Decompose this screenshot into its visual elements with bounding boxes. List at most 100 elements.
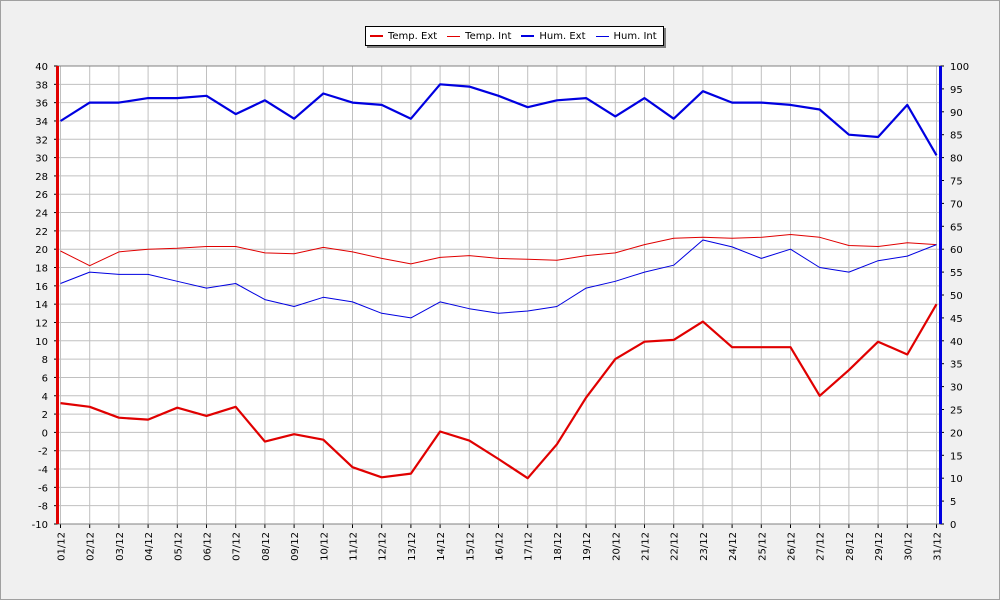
- y-left-tick-label: 26: [35, 190, 48, 201]
- x-tick-label: 05/12: [173, 532, 184, 561]
- legend-label: Temp. Ext: [388, 30, 438, 42]
- y-left-tick-label: 12: [35, 318, 48, 329]
- y-right-tick-label: 60: [950, 245, 963, 256]
- legend-item: Temp. Int: [447, 31, 511, 42]
- x-tick-label: 20/12: [611, 532, 622, 561]
- x-tick-label: 30/12: [903, 532, 914, 561]
- x-tick-label: 04/12: [144, 532, 155, 561]
- legend-item: Temp. Ext: [370, 31, 437, 42]
- x-tick-label: 07/12: [232, 532, 243, 561]
- y-left-tick-label: 34: [35, 117, 48, 128]
- x-tick-label: 11/12: [349, 532, 360, 561]
- legend-swatch: [370, 35, 383, 37]
- y-right-tick-label: 55: [950, 268, 963, 279]
- x-tick-label: 14/12: [436, 532, 447, 561]
- tick-labels: 4038363432302826242220181614121086420-2-…: [32, 62, 969, 561]
- y-right-tick-label: 50: [950, 291, 963, 302]
- left-axis-bar: [56, 66, 59, 524]
- x-tick-label: 01/12: [57, 532, 68, 561]
- axes: [54, 65, 944, 528]
- x-tick-label: 03/12: [115, 532, 126, 561]
- y-right-tick-label: 65: [950, 222, 963, 233]
- right-axis-bar: [939, 66, 942, 524]
- x-tick-label: 31/12: [933, 532, 944, 561]
- y-left-tick-label: -10: [32, 520, 48, 531]
- y-left-tick-label: 14: [35, 300, 48, 311]
- y-right-tick-label: 0: [950, 520, 956, 531]
- y-left-tick-label: 10: [35, 337, 48, 348]
- y-right-tick-label: 85: [950, 131, 963, 142]
- y-right-tick-label: 10: [950, 474, 963, 485]
- series-line-temp-int: [60, 234, 937, 267]
- legend-item: Hum. Int: [595, 30, 657, 42]
- y-right-tick-label: 100: [950, 62, 969, 73]
- y-right-tick-label: 95: [950, 85, 963, 96]
- y-left-tick-label: 22: [35, 227, 48, 238]
- legend-swatch: [521, 35, 535, 37]
- y-left-tick-label: -2: [38, 447, 48, 458]
- y-right-tick-label: 70: [950, 199, 963, 210]
- y-left-tick-label: -6: [38, 483, 48, 494]
- y-left-tick-label: 0: [42, 428, 48, 439]
- y-right-tick-label: 75: [950, 177, 963, 188]
- y-right-tick-label: 20: [950, 428, 963, 439]
- y-left-tick-label: 40: [35, 62, 48, 73]
- legend-swatch: [447, 35, 461, 37]
- y-left-tick-label: 28: [35, 172, 48, 183]
- x-tick-label: 18/12: [553, 532, 564, 561]
- x-tick-label: 13/12: [407, 532, 418, 561]
- y-right-tick-label: 5: [950, 497, 956, 508]
- x-tick-label: 12/12: [378, 532, 389, 561]
- y-right-tick-label: 40: [950, 337, 963, 348]
- x-tick-label: 19/12: [582, 532, 593, 561]
- y-left-tick-label: 2: [42, 410, 48, 421]
- y-left-tick-label: -8: [38, 502, 48, 513]
- legend-label: Temp. Int: [465, 30, 512, 42]
- x-tick-label: 23/12: [699, 532, 710, 561]
- y-left-tick-label: 8: [42, 355, 48, 366]
- x-tick-label: 17/12: [524, 532, 535, 561]
- x-tick-label: 26/12: [787, 532, 798, 561]
- x-tick-label: 10/12: [319, 532, 330, 561]
- x-tick-label: 27/12: [816, 532, 827, 561]
- y-right-tick-label: 90: [950, 108, 963, 119]
- y-left-tick-label: 4: [42, 392, 48, 403]
- series-line-hum-ext: [59, 83, 938, 156]
- x-tick-label: 06/12: [203, 532, 214, 561]
- y-right-tick-label: 45: [950, 314, 963, 325]
- x-tick-label: 21/12: [641, 532, 652, 561]
- y-left-tick-label: 36: [35, 99, 48, 110]
- y-left-tick-label: 16: [35, 282, 48, 293]
- y-left-tick-label: 20: [35, 245, 48, 256]
- x-tick-label: 28/12: [845, 532, 856, 561]
- legend-item: Hum. Ext: [521, 30, 586, 42]
- y-left-tick-label: 38: [35, 80, 48, 91]
- series-line-temp-ext: [60, 303, 938, 480]
- y-left-tick-label: 18: [35, 264, 48, 275]
- y-left-tick-label: 24: [35, 209, 48, 220]
- x-tick-label: 08/12: [261, 532, 272, 561]
- y-right-tick-label: 25: [950, 406, 963, 417]
- y-right-tick-label: 30: [950, 383, 963, 394]
- y-right-tick-label: 35: [950, 360, 963, 371]
- x-tick-label: 29/12: [874, 532, 885, 561]
- y-left-tick-label: -4: [38, 465, 48, 476]
- legend-label: Hum. Ext: [539, 30, 586, 42]
- y-left-tick-label: 30: [35, 154, 48, 165]
- x-tick-label: 09/12: [290, 532, 301, 561]
- legend-swatch: [595, 35, 609, 37]
- series-line-hum-int: [60, 239, 937, 319]
- x-tick-label: 02/12: [86, 532, 97, 561]
- x-tick-label: 24/12: [728, 532, 739, 561]
- legend: Temp. Ext Temp. Int Hum. Ext Hum. Int: [365, 26, 664, 46]
- series-lines: [59, 83, 938, 480]
- y-left-tick-label: 6: [42, 373, 48, 384]
- y-right-tick-label: 15: [950, 451, 963, 462]
- y-right-tick-label: 80: [950, 154, 963, 165]
- x-tick-label: 22/12: [670, 532, 681, 561]
- x-tick-label: 16/12: [495, 532, 506, 561]
- x-tick-label: 15/12: [465, 532, 476, 561]
- x-tick-label: 25/12: [757, 532, 768, 561]
- legend-label: Hum. Int: [613, 30, 657, 42]
